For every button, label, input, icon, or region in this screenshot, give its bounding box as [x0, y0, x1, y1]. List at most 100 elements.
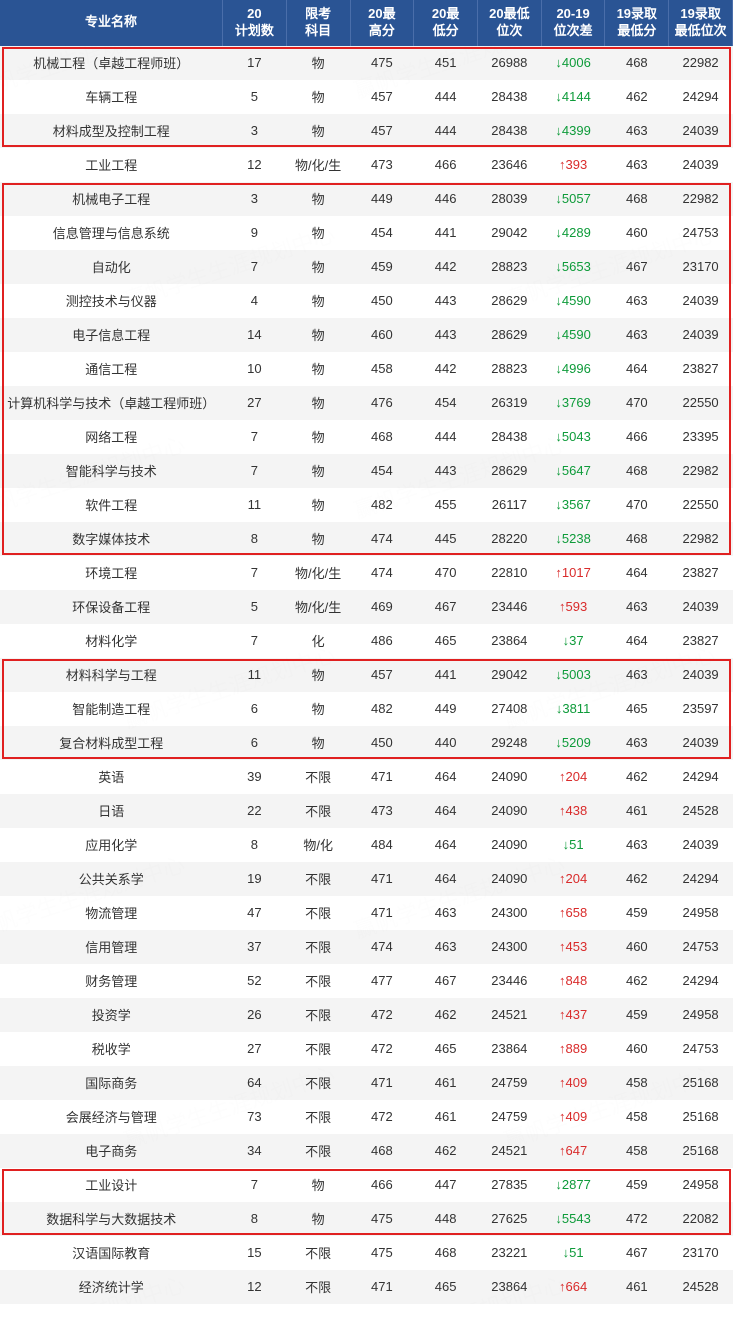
cell-r19: 23827 — [669, 352, 733, 386]
cell-subject: 不限 — [286, 862, 350, 896]
cell-low: 443 — [414, 284, 478, 318]
cell-r19: 24039 — [669, 726, 733, 760]
cell-plan: 6 — [223, 726, 287, 760]
table-row: 机械工程（卓越工程师班）17物47545126988↓400646822982 — [0, 46, 733, 80]
cell-p19: 463 — [605, 148, 669, 182]
cell-low: 448 — [414, 1202, 478, 1236]
cell-rank: 26988 — [477, 46, 541, 80]
cell-major: 材料成型及控制工程 — [0, 114, 223, 148]
cell-r19: 24039 — [669, 658, 733, 692]
table-row: 英语39不限47146424090↑20446224294 — [0, 760, 733, 794]
cell-plan: 19 — [223, 862, 287, 896]
cell-p19: 461 — [605, 1270, 669, 1304]
table-row: 国际商务64不限47146124759↑40945825168 — [0, 1066, 733, 1100]
cell-r19: 24753 — [669, 930, 733, 964]
cell-subject: 物 — [286, 658, 350, 692]
cell-plan: 5 — [223, 590, 287, 624]
cell-major: 电子信息工程 — [0, 318, 223, 352]
cell-low: 465 — [414, 1032, 478, 1066]
cell-p19: 463 — [605, 658, 669, 692]
cell-low: 444 — [414, 114, 478, 148]
cell-low: 464 — [414, 862, 478, 896]
cell-rank: 23646 — [477, 148, 541, 182]
cell-rank: 22810 — [477, 556, 541, 590]
cell-plan: 9 — [223, 216, 287, 250]
cell-subject: 不限 — [286, 1236, 350, 1270]
cell-low: 447 — [414, 1168, 478, 1202]
col-header-1: 20计划数 — [223, 0, 287, 46]
cell-p19: 462 — [605, 760, 669, 794]
table-row: 环境工程7物/化/生47447022810↑101746423827 — [0, 556, 733, 590]
cell-rank: 24300 — [477, 896, 541, 930]
cell-subject: 不限 — [286, 964, 350, 998]
cell-p19: 466 — [605, 420, 669, 454]
cell-plan: 47 — [223, 896, 287, 930]
cell-high: 468 — [350, 420, 414, 454]
cell-p19: 464 — [605, 624, 669, 658]
cell-low: 443 — [414, 454, 478, 488]
cell-diff: ↓5057 — [541, 182, 605, 216]
cell-plan: 3 — [223, 114, 287, 148]
cell-rank: 24300 — [477, 930, 541, 964]
table-row: 数据科学与大数据技术8物47544827625↓554347222082 — [0, 1202, 733, 1236]
cell-p19: 470 — [605, 386, 669, 420]
cell-subject: 化 — [286, 624, 350, 658]
cell-r19: 24039 — [669, 318, 733, 352]
cell-p19: 459 — [605, 998, 669, 1032]
cell-plan: 22 — [223, 794, 287, 828]
cell-p19: 460 — [605, 930, 669, 964]
cell-high: 486 — [350, 624, 414, 658]
cell-high: 466 — [350, 1168, 414, 1202]
table-row: 材料成型及控制工程3物45744428438↓439946324039 — [0, 114, 733, 148]
table-header: 专业名称20计划数限考科目20最高分20最低分20最低位次20-19位次差19录… — [0, 0, 733, 46]
cell-subject: 物 — [286, 318, 350, 352]
cell-major: 应用化学 — [0, 828, 223, 862]
cell-p19: 461 — [605, 794, 669, 828]
cell-rank: 24090 — [477, 760, 541, 794]
cell-r19: 22982 — [669, 522, 733, 556]
cell-r19: 23597 — [669, 692, 733, 726]
table-row: 应用化学8物/化48446424090↓5146324039 — [0, 828, 733, 862]
table-row: 通信工程10物45844228823↓499646423827 — [0, 352, 733, 386]
cell-plan: 6 — [223, 692, 287, 726]
cell-r19: 24294 — [669, 964, 733, 998]
cell-r19: 24958 — [669, 896, 733, 930]
table-row: 会展经济与管理73不限47246124759↑40945825168 — [0, 1100, 733, 1134]
cell-r19: 24753 — [669, 1032, 733, 1066]
cell-r19: 24753 — [669, 216, 733, 250]
cell-low: 440 — [414, 726, 478, 760]
table-row: 材料化学7化48646523864↓3746423827 — [0, 624, 733, 658]
table-row: 汉语国际教育15不限47546823221↓5146723170 — [0, 1236, 733, 1270]
cell-major: 税收学 — [0, 1032, 223, 1066]
cell-rank: 23446 — [477, 590, 541, 624]
table-body: 机械工程（卓越工程师班）17物47545126988↓400646822982车… — [0, 46, 733, 1304]
cell-subject: 物 — [286, 352, 350, 386]
cell-plan: 39 — [223, 760, 287, 794]
cell-plan: 5 — [223, 80, 287, 114]
cell-p19: 464 — [605, 352, 669, 386]
cell-major: 测控技术与仪器 — [0, 284, 223, 318]
cell-low: 465 — [414, 624, 478, 658]
cell-major: 网络工程 — [0, 420, 223, 454]
cell-diff: ↓2877 — [541, 1168, 605, 1202]
cell-diff: ↓3769 — [541, 386, 605, 420]
cell-subject: 物/化 — [286, 828, 350, 862]
cell-rank: 29248 — [477, 726, 541, 760]
col-header-2: 限考科目 — [286, 0, 350, 46]
cell-low: 463 — [414, 896, 478, 930]
cell-low: 465 — [414, 1270, 478, 1304]
cell-rank: 29042 — [477, 216, 541, 250]
cell-diff: ↓51 — [541, 828, 605, 862]
cell-rank: 23864 — [477, 624, 541, 658]
cell-high: 475 — [350, 1236, 414, 1270]
table-row: 投资学26不限47246224521↑43745924958 — [0, 998, 733, 1032]
cell-major: 智能制造工程 — [0, 692, 223, 726]
cell-major: 信息管理与信息系统 — [0, 216, 223, 250]
cell-subject: 物 — [286, 386, 350, 420]
cell-p19: 467 — [605, 250, 669, 284]
cell-major: 财务管理 — [0, 964, 223, 998]
cell-r19: 23395 — [669, 420, 733, 454]
cell-low: 467 — [414, 590, 478, 624]
cell-major: 日语 — [0, 794, 223, 828]
cell-high: 472 — [350, 1100, 414, 1134]
